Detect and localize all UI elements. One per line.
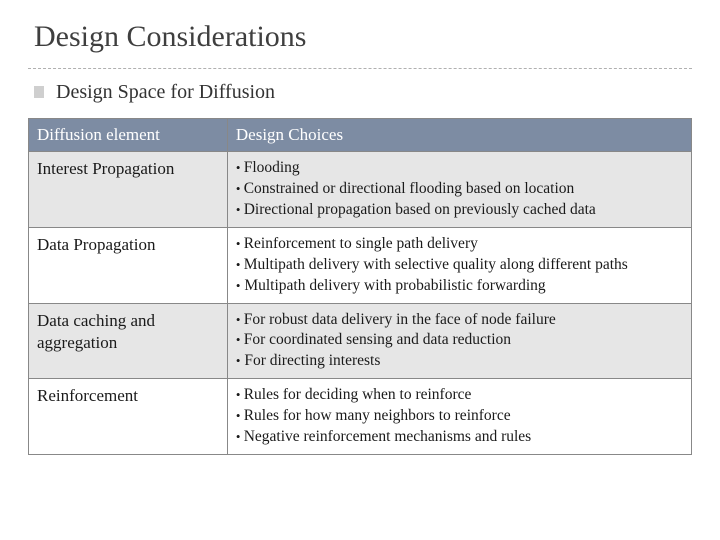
table-row: Data Propagation • Reinforcement to sing…: [29, 227, 692, 303]
choice-item: • Multipath delivery with selective qual…: [236, 255, 683, 276]
table-row: Data caching and aggregation • For robus…: [29, 303, 692, 379]
design-table: Diffusion element Design Choices Interes…: [28, 118, 692, 455]
slide-container: Design Considerations Design Space for D…: [0, 0, 720, 540]
choice-item: • For directing interests: [236, 351, 683, 372]
choice-item: • Rules for deciding when to reinforce: [236, 385, 683, 406]
choice-item: • For robust data delivery in the face o…: [236, 310, 683, 331]
choice-item: • Reinforcement to single path delivery: [236, 234, 683, 255]
cell-choices: • For robust data delivery in the face o…: [227, 303, 691, 379]
table-header-row: Diffusion element Design Choices: [29, 119, 692, 152]
table-body: Interest Propagation • Flooding • Constr…: [29, 152, 692, 455]
choice-item: • Rules for how many neighbors to reinfo…: [236, 406, 683, 427]
choice-item: • Directional propagation based on previ…: [236, 200, 683, 221]
header-element: Diffusion element: [29, 119, 228, 152]
table-row: Reinforcement • Rules for deciding when …: [29, 379, 692, 455]
title-divider: [28, 68, 692, 69]
cell-element: Data Propagation: [29, 227, 228, 303]
choice-item: • For coordinated sensing and data reduc…: [236, 330, 683, 351]
choice-item: • Flooding: [236, 158, 683, 179]
subtitle-row: Design Space for Diffusion: [34, 81, 692, 104]
cell-choices: • Flooding • Constrained or directional …: [227, 152, 691, 228]
cell-element: Reinforcement: [29, 379, 228, 455]
bullet-icon: [34, 86, 44, 98]
cell-choices: • Reinforcement to single path delivery …: [227, 227, 691, 303]
header-choices: Design Choices: [227, 119, 691, 152]
page-title: Design Considerations: [34, 20, 692, 54]
table-row: Interest Propagation • Flooding • Constr…: [29, 152, 692, 228]
cell-choices: • Rules for deciding when to reinforce •…: [227, 379, 691, 455]
choice-item: • Multipath delivery with probabilistic …: [236, 276, 683, 297]
choice-item: • Negative reinforcement mechanisms and …: [236, 427, 683, 448]
choice-item: • Constrained or directional flooding ba…: [236, 179, 683, 200]
cell-element: Interest Propagation: [29, 152, 228, 228]
subtitle-text: Design Space for Diffusion: [56, 81, 275, 103]
cell-element: Data caching and aggregation: [29, 303, 228, 379]
